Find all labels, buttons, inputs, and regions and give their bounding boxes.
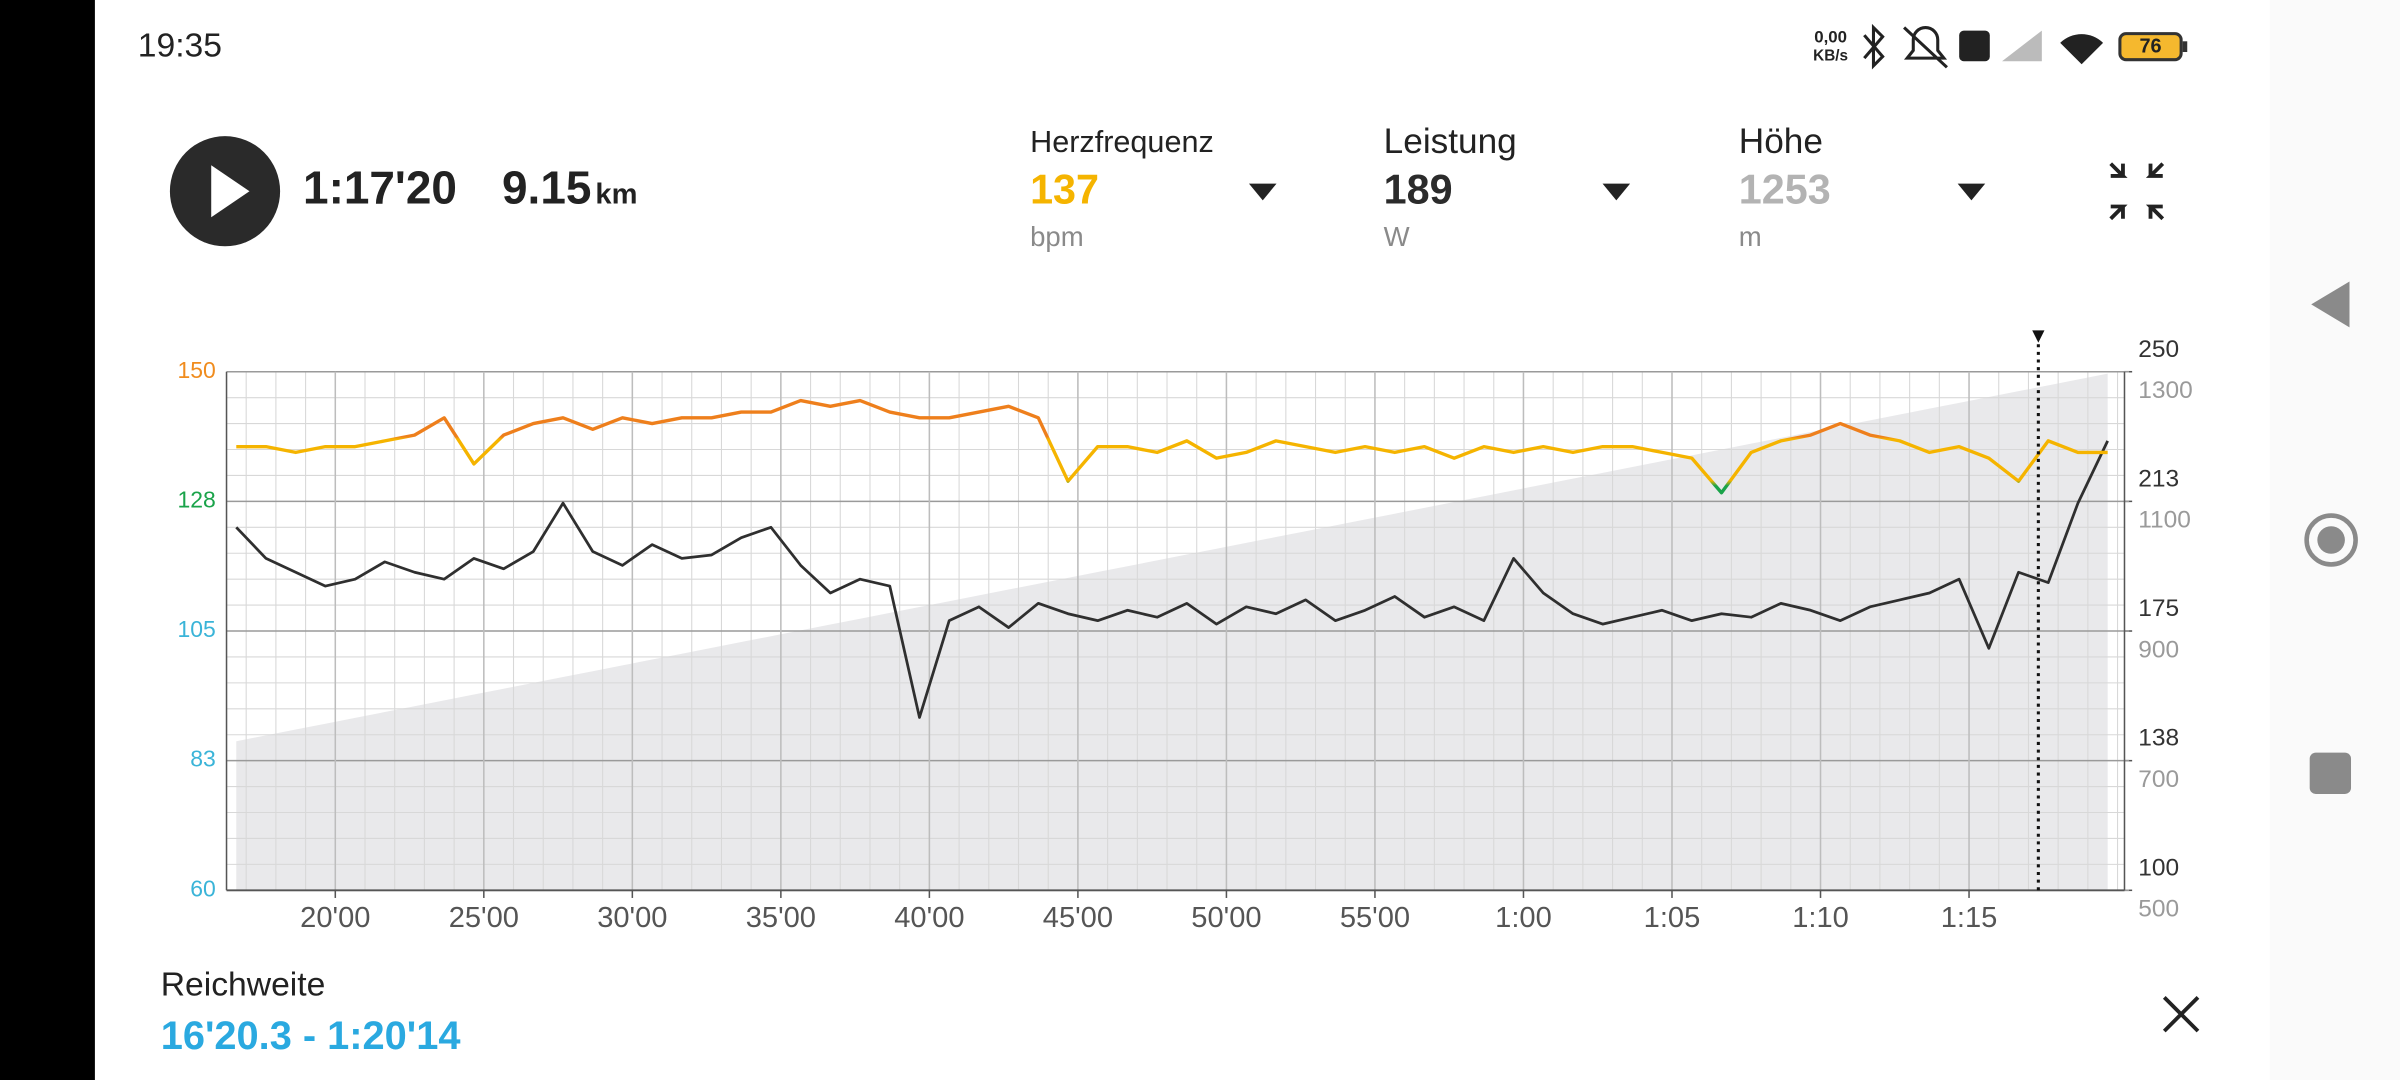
close-button[interactable]: [2162, 996, 2200, 1033]
chart: 150 128 105 83 60 20'00 25'00 30'00 35'00 40'00 45…: [178, 330, 2193, 934]
x-tick-label: 1:00: [1495, 902, 1552, 934]
bluetooth-icon: [1863, 23, 1885, 70]
x-tick-label: 45'00: [1043, 902, 1113, 934]
metric-value: 137: [1030, 167, 1099, 213]
metric-dropdown[interactable]: [1602, 183, 1631, 201]
metric-unit: m: [1739, 221, 1762, 252]
metric-value: 189: [1384, 167, 1453, 213]
nav-back[interactable]: [2311, 281, 2350, 328]
y3-tick-label: 700: [2138, 766, 2179, 793]
metric-unit: W: [1384, 221, 1410, 252]
y-tick-label: 105: [178, 616, 216, 642]
mute-icon: [1903, 26, 1948, 69]
range-value: 16'20.3 - 1:20'14: [161, 1014, 461, 1058]
y-tick-label: 150: [178, 357, 216, 383]
y3-tick-label: 1100: [2138, 507, 2191, 534]
metric-dropdown[interactable]: [1957, 183, 1986, 201]
cursor-handle[interactable]: [2032, 330, 2045, 343]
metrics: Herzfrequenz 137 bpm Leistung 189 W Höhe 1253 m: [1030, 122, 1986, 252]
y2-tick-label: 138: [2138, 725, 2179, 752]
y2-tick-label: 175: [2138, 595, 2179, 622]
distance-unit: km: [595, 178, 637, 210]
metric-label: Leistung: [1384, 122, 1517, 161]
y-tick-label: 60: [190, 875, 216, 901]
battery-icon: [2118, 32, 2183, 62]
net-unit: KB/s: [1813, 48, 1848, 65]
y-tick-label: 83: [190, 746, 216, 772]
battery-level: 76: [2139, 36, 2161, 58]
x-tick-label: 50'00: [1191, 902, 1261, 934]
x-tick-label: 35'00: [746, 902, 816, 934]
y2-tick-label: 250: [2138, 336, 2179, 363]
power-line: [235, 440, 2109, 719]
x-tick-label: 25'00: [449, 902, 519, 934]
play-icon: [211, 165, 250, 218]
left-bezel: [0, 0, 95, 1080]
metric-value: 1253: [1739, 167, 1831, 213]
y2-tick-label: 100: [2138, 854, 2179, 881]
x-tick-label: 40'00: [894, 902, 964, 934]
elapsed-time: 1:17'20: [303, 161, 457, 213]
metric-unit: bpm: [1030, 221, 1084, 252]
y2-tick-label: 213: [2138, 465, 2179, 492]
y3-tick-label: 900: [2138, 636, 2179, 663]
clock: 19:35: [138, 27, 222, 64]
metric-label: Höhe: [1739, 122, 1823, 161]
x-tick-label: 1:15: [1941, 902, 1998, 934]
signal-icon: [2002, 30, 2042, 62]
nav-home[interactable]: [2304, 513, 2358, 567]
y-tick-label: 128: [178, 486, 216, 512]
x-tick-label: 1:05: [1644, 902, 1701, 934]
volte-icon: [1959, 30, 1990, 62]
nav-home-dot: [2317, 526, 2345, 554]
x-tick-label: 55'00: [1340, 902, 1410, 934]
net-speed: 0,00: [1814, 28, 1847, 47]
x-tick-label: 20'00: [300, 902, 370, 934]
collapse-icon[interactable]: [2109, 162, 2165, 221]
metric-dropdown[interactable]: [1248, 183, 1277, 201]
x-tick-label: 1:10: [1792, 902, 1849, 934]
battery-tip: [2182, 41, 2188, 53]
nav-recents[interactable]: [2309, 752, 2352, 794]
wifi-icon: [2060, 34, 2104, 65]
range-label: Reichweite: [161, 967, 326, 1004]
distance: 9.15: [502, 161, 591, 213]
y3-tick-label: 1300: [2138, 377, 2192, 404]
y3-tick-label: 500: [2138, 896, 2179, 923]
metric-label: Herzfrequenz: [1030, 125, 1214, 159]
x-tick-label: 30'00: [597, 902, 667, 934]
heart-rate-line: [236, 398, 2108, 495]
